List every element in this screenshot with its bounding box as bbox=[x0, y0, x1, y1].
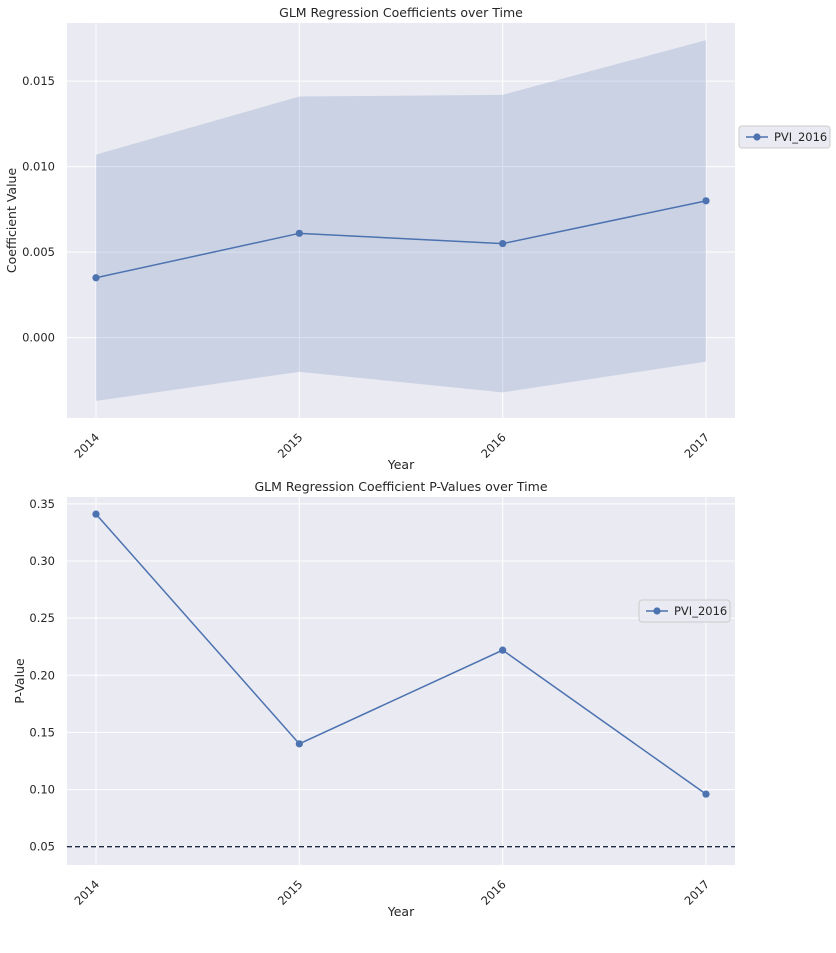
chart-title: GLM Regression Coefficients over Time bbox=[279, 5, 523, 20]
confidence-band bbox=[96, 40, 706, 401]
data-point bbox=[702, 790, 710, 798]
series-line-PVI_2016 bbox=[95, 513, 707, 795]
legend-marker bbox=[653, 607, 661, 615]
legend-box bbox=[638, 599, 731, 623]
chart-title: GLM Regression Coefficient P-Values over… bbox=[254, 479, 547, 494]
x-tick-label: 2014 bbox=[72, 430, 103, 461]
y-axis-label: Coefficient Value bbox=[4, 168, 19, 274]
y-tick-label: 0.20 bbox=[29, 668, 55, 682]
series-line-PVI_2016 bbox=[95, 200, 707, 279]
y-tick-label: 0.010 bbox=[22, 160, 55, 174]
data-point bbox=[499, 646, 507, 654]
x-tick-label: 2017 bbox=[682, 430, 713, 461]
y-tick-label: 0.25 bbox=[29, 611, 55, 625]
legend-marker bbox=[753, 133, 761, 141]
x-tick-label: 2015 bbox=[275, 430, 306, 461]
chart-2: 0.05 0.10 0.15 0.20 0.25 0.30 0.35 2014 2015 2016… bbox=[12, 479, 735, 919]
legend-box bbox=[738, 125, 831, 149]
plot-area bbox=[67, 497, 735, 865]
x-axis-label: Year bbox=[387, 457, 415, 472]
y-tick-label: 0.000 bbox=[22, 331, 55, 345]
y-tick-label: 0.015 bbox=[22, 74, 55, 88]
x-tick-label: 2014 bbox=[72, 877, 103, 908]
chart-1: 0.000 0.005 0.010 0.015 2014 2015 2016 2017 GLM … bbox=[4, 5, 831, 472]
legend-label: PVI_2016 bbox=[774, 130, 827, 144]
legend-label: PVI_2016 bbox=[674, 604, 727, 618]
y-tick-label: 0.10 bbox=[29, 783, 55, 797]
x-tick-label: 2017 bbox=[682, 877, 713, 908]
y-tick-label: 0.30 bbox=[29, 554, 55, 568]
y-tick-label: 0.35 bbox=[29, 497, 55, 511]
data-point bbox=[92, 274, 100, 282]
y-tick-label: 0.005 bbox=[22, 245, 55, 259]
data-point bbox=[295, 229, 303, 237]
y-tick-label: 0.05 bbox=[29, 840, 55, 854]
plot-area bbox=[67, 23, 735, 418]
y-tick-label: 0.15 bbox=[29, 725, 55, 739]
data-point bbox=[702, 197, 710, 205]
x-tick-label: 2015 bbox=[275, 877, 306, 908]
y-axis-label: P-Value bbox=[12, 658, 27, 704]
data-point bbox=[295, 740, 303, 748]
data-point bbox=[92, 510, 100, 518]
x-tick-label: 2016 bbox=[478, 430, 509, 461]
x-tick-label: 2016 bbox=[478, 877, 509, 908]
x-axis-label: Year bbox=[387, 904, 415, 919]
data-point bbox=[499, 239, 507, 248]
